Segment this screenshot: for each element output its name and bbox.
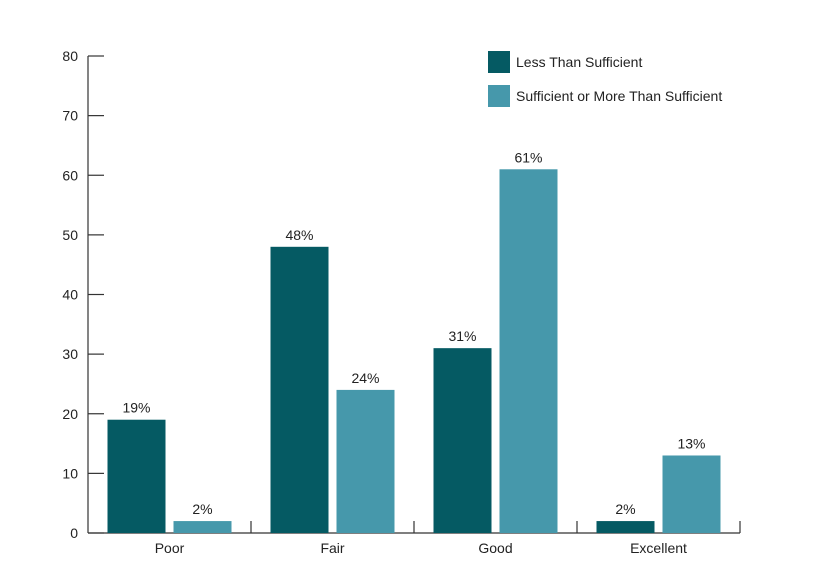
data-label: 2% — [615, 501, 635, 517]
data-label: 24% — [351, 370, 379, 386]
bar-less-than-sufficient — [270, 246, 329, 534]
y-tick-label: 80 — [62, 48, 78, 64]
y-tick-label: 10 — [62, 465, 78, 481]
bars — [107, 169, 721, 534]
legend-label: Less Than Sufficient — [516, 54, 642, 70]
axes: 0 10 20 30 40 50 60 70 80 Poor Fair Good Excellent — [62, 48, 741, 556]
y-tick-label: 70 — [62, 108, 78, 124]
data-labels: 19% 2% 48% 24% 31% 61% 2% 13% — [122, 149, 705, 517]
data-label: 61% — [514, 149, 542, 165]
x-category-label: Good — [478, 540, 512, 556]
y-tick-label: 20 — [62, 406, 78, 422]
bar-sufficient-or-more — [662, 455, 721, 533]
bar-sufficient-or-more — [336, 389, 395, 533]
bar-sufficient-or-more — [173, 521, 232, 533]
x-category-label: Poor — [155, 540, 185, 556]
data-label: 48% — [285, 227, 313, 243]
legend-label: Sufficient or More Than Sufficient — [516, 88, 722, 104]
y-tick-label: 0 — [70, 525, 78, 541]
data-label: 19% — [122, 400, 150, 416]
x-category-label: Fair — [320, 540, 344, 556]
data-label: 2% — [192, 501, 212, 517]
bar-less-than-sufficient — [433, 348, 492, 533]
y-tick-label: 60 — [62, 167, 78, 183]
legend-swatch — [488, 51, 510, 73]
legend: Less Than Sufficient Sufficient or More T… — [488, 51, 722, 107]
bar-less-than-sufficient — [596, 521, 655, 533]
y-tick-label: 50 — [62, 227, 78, 243]
legend-swatch — [488, 85, 510, 107]
bar-sufficient-or-more — [499, 169, 558, 533]
bar-less-than-sufficient — [107, 419, 166, 533]
y-tick-label: 40 — [62, 287, 78, 303]
data-label: 31% — [448, 328, 476, 344]
x-category-label: Excellent — [630, 540, 687, 556]
data-label: 13% — [677, 435, 705, 451]
y-tick-label: 30 — [62, 346, 78, 362]
